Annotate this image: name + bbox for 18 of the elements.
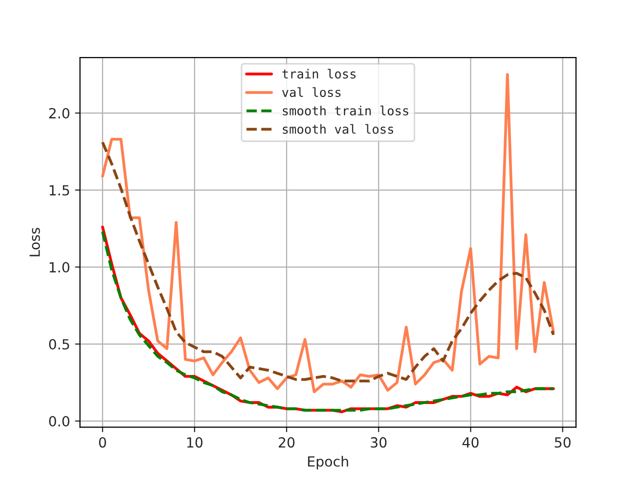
y-tick-label: 1.5 — [50, 185, 70, 196]
y-axis-title: Loss — [30, 228, 40, 256]
y-tick-label: 0.0 — [49, 416, 70, 427]
x-tick-label: 40 — [462, 437, 479, 448]
legend-label: smooth val loss — [282, 124, 394, 134]
x-tick-label: 50 — [554, 437, 571, 448]
y-tick-label: 2.0 — [49, 108, 70, 119]
x-tick-label: 10 — [187, 437, 202, 448]
x-tick-label: 0 — [99, 437, 106, 448]
y-tick-label: 1.0 — [50, 262, 70, 273]
line-series — [101, 140, 555, 382]
legend-label: smooth train loss — [282, 106, 408, 116]
x-tick-label: 20 — [278, 437, 295, 448]
y-tick-label: 0.5 — [49, 339, 70, 350]
legend-label: val loss — [282, 87, 340, 98]
x-axis-title: Epoch — [308, 456, 348, 470]
x-tick-label: 30 — [370, 437, 387, 448]
legend-label: train loss — [282, 68, 356, 79]
